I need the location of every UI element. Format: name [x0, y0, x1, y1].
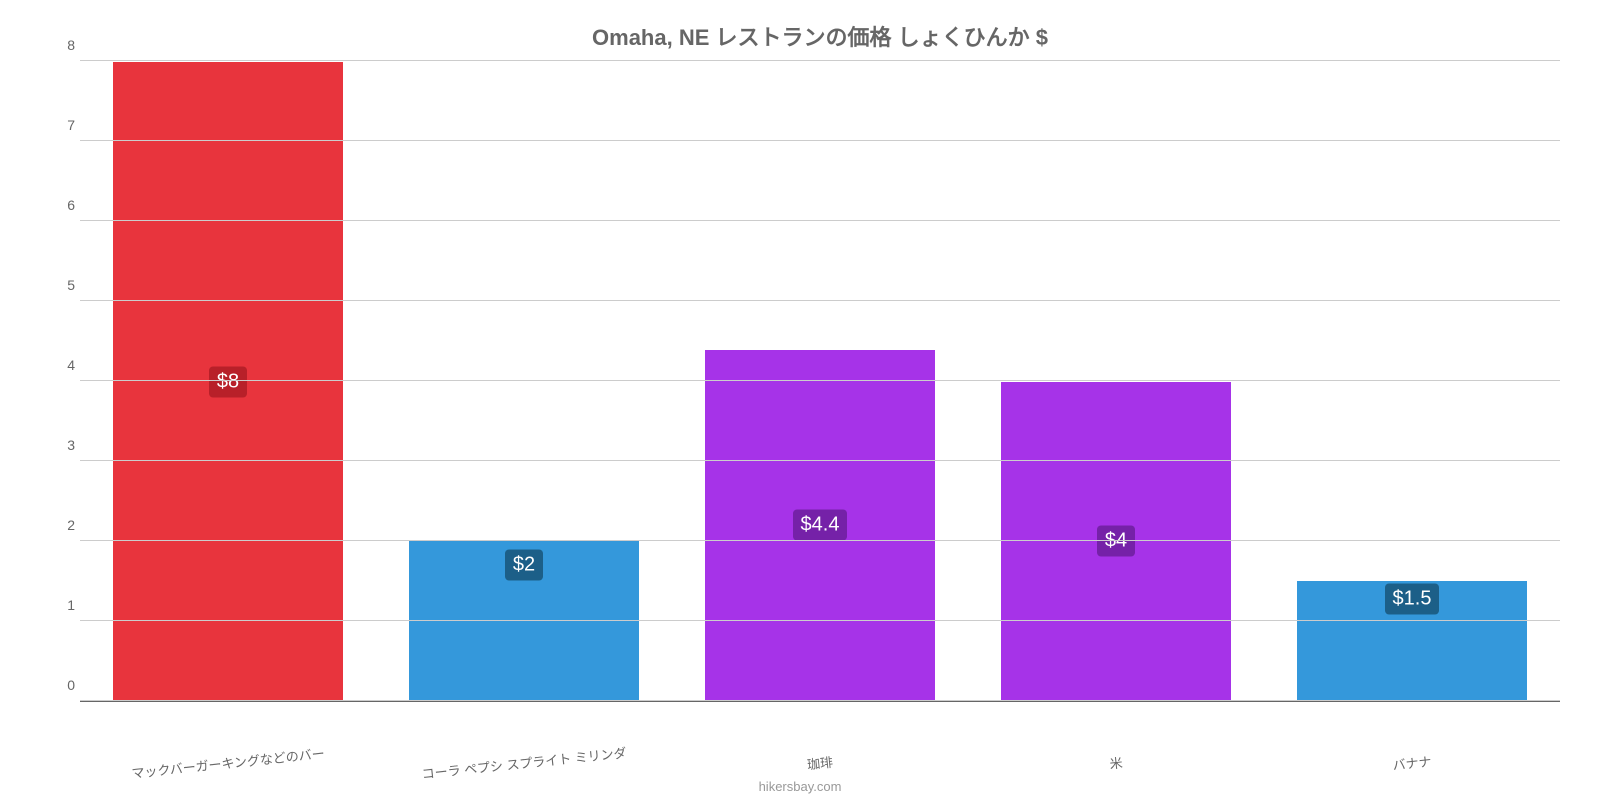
bar: $2 — [409, 541, 640, 701]
y-tick-label: 8 — [50, 37, 75, 53]
plot-area: $8$2$4.4$4$1.5 012345678 — [80, 62, 1560, 702]
bar-slot: $4 — [968, 62, 1264, 701]
value-badge: $8 — [209, 366, 247, 397]
bar-slot: $1.5 — [1264, 62, 1560, 701]
bar-slot: $4.4 — [672, 62, 968, 701]
bar-slot: $8 — [80, 62, 376, 701]
gridline — [80, 460, 1560, 461]
y-tick-label: 3 — [50, 437, 75, 453]
value-badge: $2 — [505, 550, 543, 581]
y-tick-label: 6 — [50, 197, 75, 213]
value-badge: $1.5 — [1385, 584, 1440, 615]
value-badge: $4.4 — [793, 510, 848, 541]
gridline — [80, 220, 1560, 221]
bar: $1.5 — [1297, 581, 1528, 701]
bars-group: $8 $2 $4.4 $4 $1.5 — [80, 62, 1560, 701]
gridline — [80, 620, 1560, 621]
bar: $4.4 — [705, 350, 936, 701]
gridline — [80, 300, 1560, 301]
value-badge: $4 — [1097, 526, 1135, 557]
gridline — [80, 140, 1560, 141]
y-tick-label: 2 — [50, 517, 75, 533]
gridline — [80, 60, 1560, 61]
chart-title: Omaha, NE レストランの価格 しょくひんか $ — [80, 20, 1560, 52]
y-tick-label: 1 — [50, 597, 75, 613]
gridline — [80, 700, 1560, 701]
y-tick-label: 7 — [50, 117, 75, 133]
gridline — [80, 380, 1560, 381]
chart-container: Omaha, NE レストランの価格 しょくひんか $ $8 $2 $4.4 $4 $1… — [0, 0, 1600, 800]
y-tick-label: 4 — [50, 357, 75, 373]
x-axis-labels: マックバーガーキングなどのバーコーラ ペプシ スプライト ミリンダ珈琲米バナナ — [80, 753, 1560, 772]
chart-footer: hikersbay.com — [0, 779, 1600, 794]
y-tick-label: 5 — [50, 277, 75, 293]
bar: $4 — [1001, 382, 1232, 702]
bar-slot: $2 — [376, 62, 672, 701]
bar: $8 — [113, 62, 344, 701]
gridline — [80, 540, 1560, 541]
y-tick-label: 0 — [50, 677, 75, 693]
